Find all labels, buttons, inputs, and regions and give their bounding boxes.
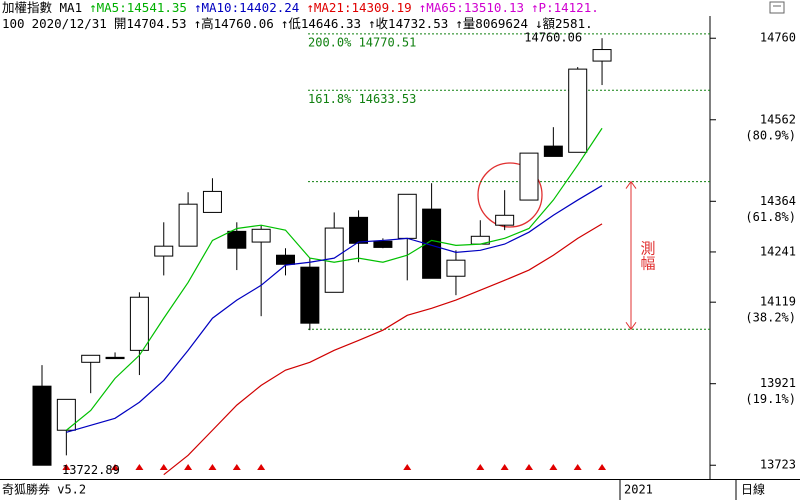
candle-body: [129, 296, 149, 351]
signal-marker: [598, 464, 607, 470]
app-label: 奇狐勝券 v5.2: [2, 482, 86, 497]
header-item: ↑MA21:14309.19: [306, 0, 412, 15]
signal-marker: [549, 464, 558, 470]
candle-body: [568, 68, 588, 153]
header-item: ↓額2581.: [534, 16, 593, 31]
y-tick-label: 14760: [760, 31, 796, 45]
candle-body: [227, 230, 247, 249]
ma-line: [66, 185, 603, 433]
header-item: ↑低14646.33: [280, 16, 362, 31]
signal-marker: [184, 464, 193, 470]
y-tick-label: 13723: [760, 458, 796, 472]
candle-body: [349, 216, 369, 244]
signal-marker: [208, 464, 217, 470]
header-item: ↑高14760.06: [193, 16, 274, 31]
signal-marker: [232, 464, 241, 470]
header-item: ↑收14732.53: [368, 16, 449, 31]
candle-body: [32, 385, 52, 466]
candle-body: [81, 354, 101, 363]
signal-marker: [62, 464, 71, 470]
min-label: 13722.89: [62, 463, 120, 477]
arrow-head: [625, 321, 637, 331]
header-line: 加權指數 MA1 ↑MA5:14541.35 ↑MA10:14402.24 ↑MA21…: [2, 0, 772, 16]
signal-marker: [257, 464, 266, 470]
candle-body: [202, 190, 222, 213]
arrow-head: [625, 180, 637, 189]
header-item: ↑MA5:14541.35: [89, 0, 187, 15]
candle-body: [178, 203, 198, 247]
signal-marker: [403, 464, 412, 470]
highlight-circle: [477, 162, 543, 228]
candle-body: [251, 228, 271, 243]
header-item: ↑P:14121.: [531, 0, 599, 15]
level-label: 161.8% 14633.53: [308, 92, 416, 106]
header-item: 2020/12/31: [31, 16, 107, 31]
measure-label: 測幅: [639, 240, 657, 270]
candle-body: [105, 356, 125, 360]
level-label: 200.0% 14770.51: [308, 35, 416, 49]
signal-marker: [500, 464, 509, 470]
candle-body: [446, 259, 466, 277]
candle-body: [300, 266, 320, 324]
period-label: 日線: [741, 482, 765, 497]
y-tick-label: 13921: [760, 376, 796, 390]
header-item: ↑量8069624: [455, 16, 528, 31]
header-item: 100: [2, 16, 25, 31]
candle-body: [592, 49, 612, 62]
signal-marker: [111, 464, 120, 470]
candle-body: [495, 214, 515, 226]
ma-line: [65, 127, 603, 431]
signal-marker: [573, 464, 582, 470]
header-line: 100 2020/12/31 開14704.53 ↑高14760.06 ↑低14646.…: [2, 16, 772, 32]
signal-marker: [476, 464, 485, 470]
y-tick-note: (61.8%): [745, 210, 796, 224]
candle-body: [397, 193, 417, 239]
candle-body: [324, 227, 344, 293]
y-tick-label: 14364: [760, 194, 796, 208]
y-tick-label: 14119: [760, 295, 796, 309]
ma-line: [163, 223, 603, 476]
x-tick-label: 2021: [624, 483, 653, 497]
candle-body: [276, 254, 295, 265]
y-tick-note: (19.1%): [745, 392, 796, 406]
header-item: 開14704.53: [113, 16, 187, 31]
candle-body: [373, 240, 393, 248]
candle-body: [519, 152, 539, 201]
y-tick-note: (80.9%): [745, 128, 796, 142]
signal-marker: [525, 464, 533, 470]
header-item: 加權指數 MA1: [2, 0, 83, 15]
candle-body: [154, 245, 174, 257]
y-tick-label: 14562: [760, 112, 796, 126]
y-tick-label: 14241: [760, 244, 796, 258]
max-label: 14760.06: [524, 31, 582, 45]
y-tick-note: (38.2%): [745, 311, 796, 325]
signal-marker: [135, 464, 144, 470]
header-item: ↑MA10:14402.24: [193, 0, 300, 15]
candle-body: [422, 208, 442, 279]
header-item: ↑MA65:13510.13: [418, 0, 525, 15]
window-button[interactable]: [769, 1, 785, 14]
signal-marker: [159, 464, 168, 470]
candle-body: [543, 145, 563, 157]
